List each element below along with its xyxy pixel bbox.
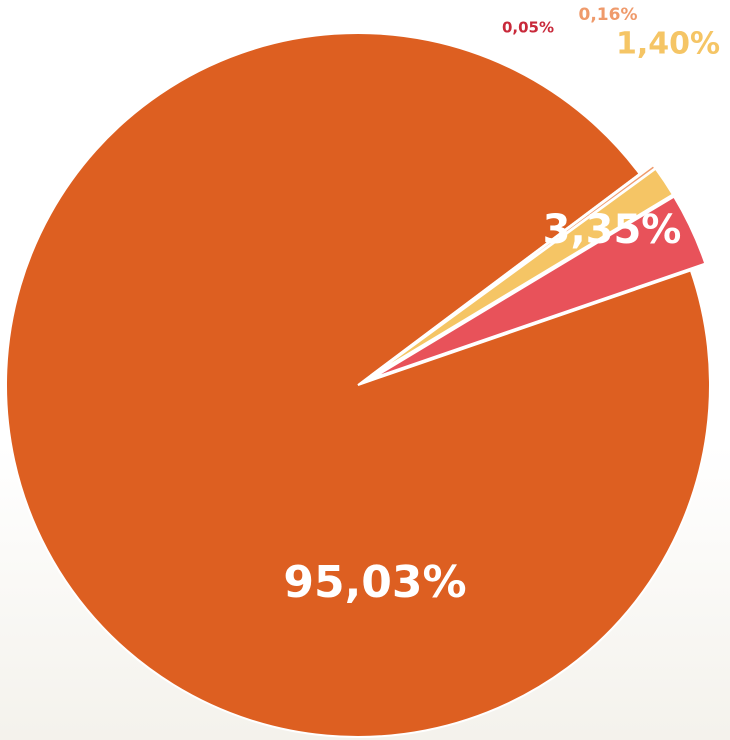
slice-label: 0,05% — [502, 19, 554, 37]
slice-label: 0,16% — [579, 5, 638, 25]
slice-label: 95,03% — [283, 557, 466, 608]
pie-slice — [6, 33, 710, 737]
page: 95,03%0,05%0,16%1,40%3,35% (() => { cons… — [0, 0, 730, 740]
slice-label: 3,35% — [543, 207, 682, 253]
chart: 95,03% 0,05% 0,16%1,40% 3,35% — [0, 0, 730, 740]
slice-label: 1,40% — [616, 27, 720, 62]
